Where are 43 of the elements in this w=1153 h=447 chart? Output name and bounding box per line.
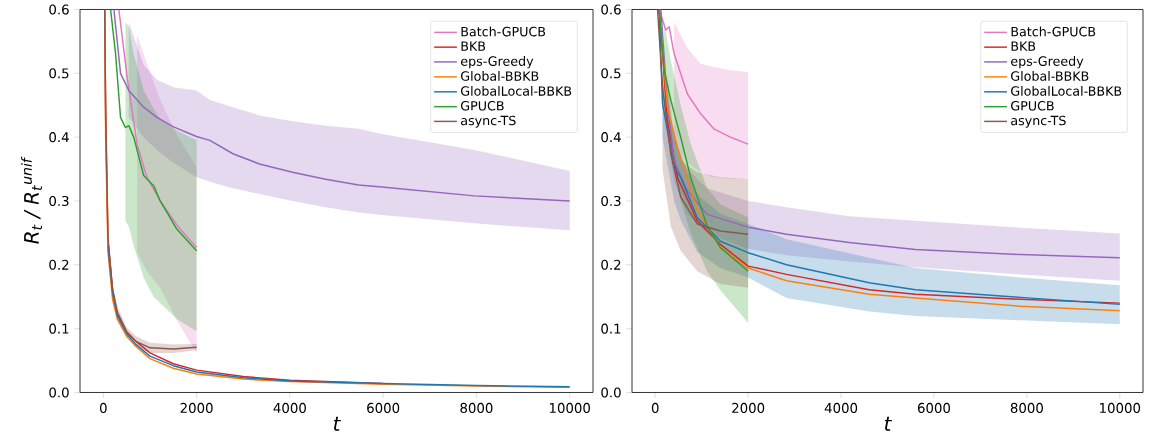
y-tick-label: 0.1 bbox=[49, 323, 69, 334]
y-tick-label: 0.2 bbox=[601, 259, 621, 270]
x-tick-label: 4000 bbox=[824, 402, 858, 413]
legend-label: GPUCB bbox=[461, 100, 504, 111]
y-tick-label: 0.6 bbox=[601, 4, 621, 15]
x-tick-label: 4000 bbox=[273, 402, 306, 413]
y-tick-label: 0.6 bbox=[49, 4, 69, 15]
legend-label: Batch-GPUCB bbox=[461, 26, 546, 37]
legend-label: GlobalLocal-BBKB bbox=[461, 85, 572, 96]
legend-label: BKB bbox=[461, 41, 486, 51]
y-axis-title: R$_{t}$ / R$_{t}$unif bbox=[21, 156, 42, 244]
x-tick-label: 0 bbox=[651, 402, 659, 413]
x-tick-label: 10000 bbox=[1100, 402, 1141, 413]
legend-label: GPUCB bbox=[1011, 100, 1054, 111]
legend-label: async-TS bbox=[1011, 115, 1066, 128]
x-tick-label: 6000 bbox=[917, 402, 951, 413]
y-tick-label: 0.3 bbox=[601, 195, 621, 206]
legend-label: eps-Greedy bbox=[1011, 55, 1084, 69]
legend-label: Global-BBKB bbox=[461, 70, 539, 81]
y-tick-label: 0.1 bbox=[601, 323, 621, 334]
x-axis-title: t bbox=[333, 416, 342, 431]
y-tick-label: 0.4 bbox=[49, 131, 69, 142]
x-tick-label: 10000 bbox=[549, 402, 591, 413]
x-tick-label: 0 bbox=[99, 402, 107, 413]
x-tick-label: 8000 bbox=[460, 402, 493, 413]
x-axis-title: t bbox=[884, 416, 893, 431]
y-tick-label: 0.0 bbox=[601, 387, 621, 398]
y-tick-label: 0.5 bbox=[601, 68, 621, 79]
y-tick-label: 0.4 bbox=[601, 131, 621, 142]
legend-label: BKB bbox=[1011, 41, 1036, 51]
y-tick-label: 0.0 bbox=[49, 387, 69, 398]
y-tick-label: 0.5 bbox=[49, 68, 69, 79]
x-tick-label: 2000 bbox=[180, 402, 213, 413]
x-tick-label: 2000 bbox=[732, 402, 765, 413]
legend-label: async-TS bbox=[461, 115, 516, 128]
legend-label: eps-Greedy bbox=[460, 55, 534, 69]
legend-label: GlobalLocal-BBKB bbox=[1011, 85, 1122, 96]
y-tick-label: 0.2 bbox=[49, 259, 69, 270]
legend-label: Global-BBKB bbox=[1011, 70, 1089, 81]
legend-label: Batch-GPUCB bbox=[1011, 26, 1096, 37]
x-tick-label: 6000 bbox=[367, 402, 400, 413]
x-tick-label: 8000 bbox=[1010, 402, 1043, 413]
y-tick-label: 0.3 bbox=[49, 195, 69, 206]
